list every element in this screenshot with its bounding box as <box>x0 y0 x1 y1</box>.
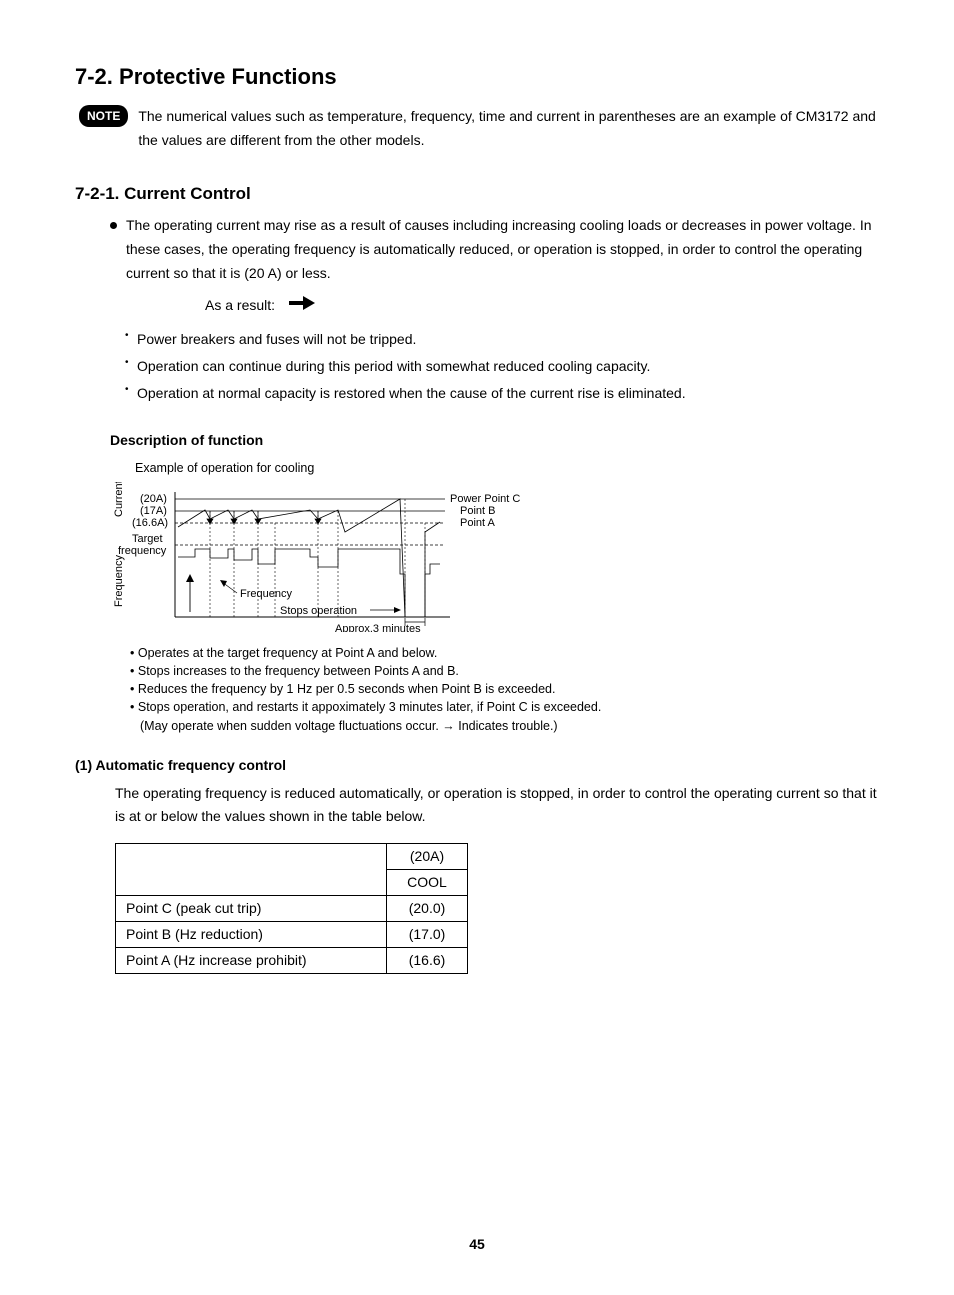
label-point-c: Power Point C <box>450 493 520 505</box>
desc-point: Operates at the target frequency at Poin… <box>130 644 879 662</box>
table-header-2: COOL <box>387 870 468 896</box>
result-item: Operation at normal capacity is restored… <box>125 380 879 407</box>
table-row: Point C (peak cut trip) (20.0) <box>116 896 468 922</box>
table-row: Point B (Hz reduction) (17.0) <box>116 922 468 948</box>
points-table: (20A) COOL Point C (peak cut trip) (20.0… <box>115 843 468 974</box>
frequency-label: Frequency <box>240 588 292 600</box>
label-point-a: Point A <box>460 517 496 529</box>
table-val: (16.6) <box>387 948 468 974</box>
desc-point: Reduces the frequency by 1 Hz per 0.5 se… <box>130 680 879 698</box>
target-freq-label: Target <box>132 533 163 545</box>
operation-diagram: Current Frequency (20A) (17A) (16.6A) Ta… <box>110 482 879 638</box>
note-block: NOTE The numerical values such as temper… <box>79 105 879 153</box>
table-row: Point A (Hz increase prohibit) (16.6) <box>116 948 468 974</box>
stops-operation-label: Stops operation <box>280 605 357 617</box>
note-badge: NOTE <box>79 105 128 127</box>
tick-17a: (17A) <box>140 505 167 517</box>
as-result-label: As a result: <box>205 295 275 316</box>
table-val: (20.0) <box>387 896 468 922</box>
page-number: 45 <box>75 1234 879 1255</box>
y-axis-frequency: Frequency <box>113 555 125 607</box>
note-text: The numerical values such as temperature… <box>134 105 879 153</box>
tick-20a: (20A) <box>140 493 167 505</box>
result-item: Power breakers and fuses will not be tri… <box>125 326 879 353</box>
main-bullet: The operating current may rise as a resu… <box>110 214 879 285</box>
y-axis-current: Current <box>113 482 125 517</box>
example-label: Example of operation for cooling <box>135 459 879 478</box>
tick-166a: (16.6A) <box>132 517 168 529</box>
table-val: (17.0) <box>387 922 468 948</box>
arrow-icon <box>289 295 315 316</box>
afc-heading: (1) Automatic frequency control <box>75 755 879 776</box>
desc-point-indent: (May operate when sudden voltage fluctua… <box>130 717 879 735</box>
afc-text: The operating frequency is reduced autom… <box>115 782 879 830</box>
table-label: Point A (Hz increase prohibit) <box>116 948 387 974</box>
desc-point: Stops operation, and restarts it appoxim… <box>130 698 879 716</box>
section-heading: 7-2. Protective Functions <box>75 60 879 93</box>
table-label: Point C (peak cut trip) <box>116 896 387 922</box>
table-header-1: (20A) <box>387 844 468 870</box>
target-freq-label2: frequency <box>118 545 167 557</box>
approx-3min-label: Approx.3 minutes <box>335 623 421 632</box>
result-item: Operation can continue during this perio… <box>125 353 879 380</box>
desc-point: Stops increases to the frequency between… <box>130 662 879 680</box>
table-label: Point B (Hz reduction) <box>116 922 387 948</box>
label-point-b: Point B <box>460 505 495 517</box>
description-heading: Description of function <box>110 430 879 451</box>
description-points: Operates at the target frequency at Poin… <box>130 644 879 735</box>
subsection-heading: 7-2-1. Current Control <box>75 181 879 207</box>
